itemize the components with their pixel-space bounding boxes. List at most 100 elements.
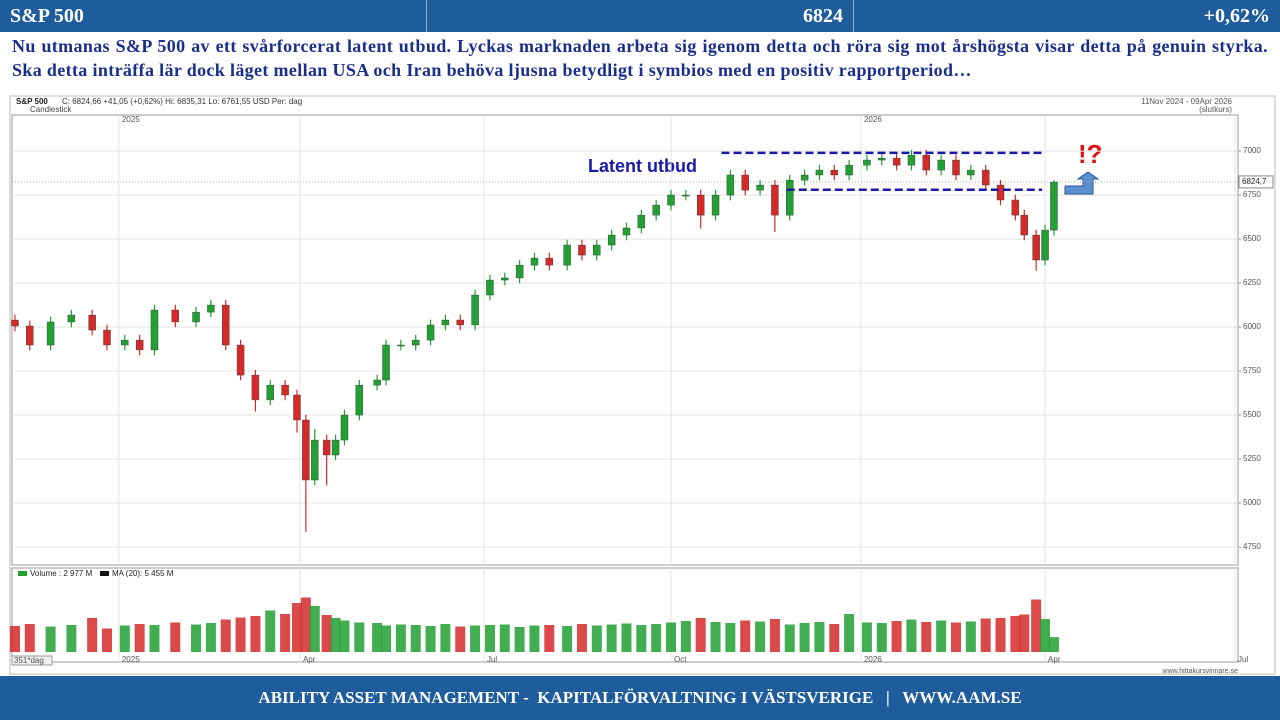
candle-body	[711, 194, 720, 216]
candle-body	[696, 194, 705, 216]
volume-bar	[829, 624, 840, 652]
volume-bar	[265, 610, 276, 652]
volume-bar	[529, 625, 540, 652]
candle-body	[815, 169, 824, 176]
footer: ABILITY ASSET MANAGEMENT - KAPITALFÖRVAL…	[0, 676, 1280, 720]
x-tick-label: 2026	[864, 655, 882, 664]
volume-bar	[936, 620, 947, 652]
volume-bar	[45, 626, 56, 652]
ma-legend-swatch	[100, 571, 109, 576]
volume-bar	[725, 623, 736, 652]
volume-bar	[844, 614, 855, 652]
x-tick-label: Jul	[487, 655, 497, 664]
volume-bar	[576, 624, 587, 652]
volume-bar	[499, 624, 510, 652]
candle-body	[26, 325, 34, 346]
candle-body	[726, 174, 735, 196]
volume-panel	[11, 567, 1239, 663]
candle-body	[192, 311, 200, 323]
volume-bar	[740, 620, 751, 652]
volume-bar	[87, 618, 98, 652]
volume-bar	[591, 625, 602, 652]
volume-bar	[1040, 619, 1051, 652]
y-tick-label: 6750	[1243, 190, 1261, 199]
ma-legend: MA (20): 5 455 M	[112, 569, 174, 578]
y-tick-label: 5750	[1243, 366, 1261, 375]
candle-body	[222, 304, 230, 346]
header-change: +0,62%	[854, 0, 1280, 32]
candle-body	[67, 314, 76, 323]
volume-bar	[9, 626, 20, 652]
y-tick-label: 5000	[1243, 498, 1261, 507]
candle-body	[845, 164, 853, 176]
candle-body	[293, 394, 301, 421]
candle-body	[530, 257, 539, 266]
candle-body	[607, 234, 616, 246]
volume-bar	[455, 626, 466, 652]
volume-bar	[309, 606, 320, 652]
last-price-box	[1238, 175, 1274, 189]
volume-bar	[291, 603, 302, 652]
volume-bar	[440, 624, 451, 652]
candle-body	[741, 174, 749, 191]
candle-body	[878, 157, 886, 161]
candle-body	[486, 279, 494, 296]
volume-bar	[636, 625, 647, 652]
volume-bar	[784, 624, 795, 652]
volume-bar	[861, 622, 872, 652]
chart-info: C: 6824,66 +41,05 (+0,62%) Hi: 6835,31 L…	[62, 97, 302, 106]
y-tick-label: 5500	[1243, 410, 1261, 419]
candle-body	[1020, 214, 1028, 236]
candle-body	[545, 257, 554, 266]
candle-body	[578, 244, 586, 256]
candle-body	[426, 324, 435, 341]
volume-bar	[1031, 599, 1042, 652]
volume-bar	[205, 623, 216, 652]
header-price: 6824	[427, 0, 854, 32]
volume-bar	[695, 618, 706, 652]
candle-body	[892, 157, 901, 166]
y-tick-label: 6250	[1243, 278, 1261, 287]
candle-body	[863, 159, 871, 166]
style-label: Candlestick	[30, 105, 72, 114]
y-tick-label: 4750	[1243, 542, 1261, 551]
candle-body	[1050, 181, 1058, 231]
candle-body	[103, 329, 111, 346]
candle-body	[266, 384, 274, 401]
volume-bar	[980, 618, 991, 652]
candle-body	[456, 319, 464, 326]
candle-body	[637, 214, 646, 229]
volume-bar	[280, 614, 291, 652]
candle-body	[756, 184, 764, 191]
candle-body	[88, 314, 96, 331]
candle-body	[907, 154, 916, 166]
volume-bar	[995, 618, 1006, 652]
candle-body	[652, 204, 660, 216]
y-tick-label: 6000	[1243, 322, 1261, 331]
volume-bar	[666, 622, 677, 652]
last-price-label: 6824,7	[1242, 177, 1267, 186]
header-title: S&P 500	[0, 0, 427, 32]
candle-body	[937, 159, 945, 171]
volume-bar	[354, 622, 365, 652]
volume-bar	[906, 619, 917, 652]
candle-body	[135, 339, 144, 351]
volume-bar	[544, 625, 555, 652]
volume-bar	[755, 621, 766, 652]
volume-bar	[514, 627, 525, 652]
candle-body	[996, 184, 1005, 201]
volume-bar	[410, 625, 421, 652]
candle-body	[622, 227, 631, 236]
candle-body	[667, 194, 675, 206]
candle-body	[412, 339, 420, 346]
candle-body	[593, 244, 601, 256]
volume-bar	[484, 625, 495, 652]
volume-bar	[921, 622, 932, 652]
count-label: 351*dag	[14, 656, 44, 665]
volume-bar	[891, 621, 902, 652]
source: www.hittakursvinnare.se	[1162, 668, 1239, 675]
candle-body	[981, 169, 990, 186]
candle-body	[515, 264, 524, 279]
volume-bar	[66, 625, 77, 652]
candle-body	[236, 344, 245, 376]
